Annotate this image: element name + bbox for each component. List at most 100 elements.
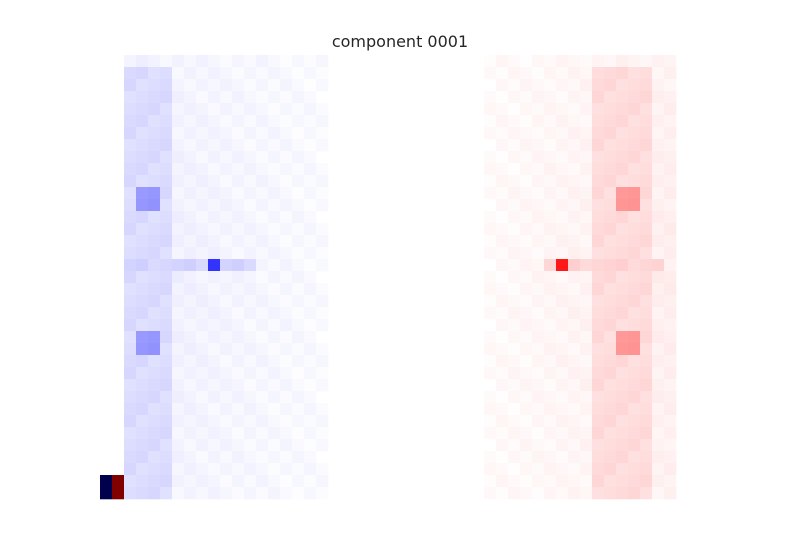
heatmap-cell	[160, 415, 173, 428]
heatmap-cell	[580, 247, 593, 260]
heatmap-cell	[640, 331, 653, 344]
heatmap-cell	[592, 403, 605, 416]
heatmap-cell	[184, 295, 197, 308]
heatmap-cell	[484, 463, 497, 476]
heatmap-cell	[244, 367, 257, 380]
heatmap-cell	[484, 331, 497, 344]
heatmap-cell	[256, 271, 269, 284]
heatmap-cell	[304, 355, 317, 368]
heatmap-cell	[580, 307, 593, 320]
heatmap-cell	[592, 115, 605, 128]
heatmap-cell	[160, 103, 173, 116]
heatmap-cell	[496, 451, 509, 464]
heatmap-cell	[232, 319, 245, 332]
heatmap-cell	[628, 67, 641, 80]
heatmap-cell	[220, 247, 233, 260]
heatmap-cell	[220, 295, 233, 308]
heatmap-cell	[316, 415, 329, 428]
heatmap-cell	[652, 211, 665, 224]
heatmap-cell	[508, 463, 521, 476]
heatmap-cell	[664, 67, 677, 80]
heatmap-cell	[148, 67, 161, 80]
heatmap-cell	[604, 235, 617, 248]
heatmap-cell	[616, 139, 629, 152]
heatmap-cell	[172, 247, 185, 260]
heatmap-cell	[496, 199, 509, 212]
heatmap-cell	[184, 79, 197, 92]
heatmap-cell	[496, 139, 509, 152]
heatmap-cell	[556, 355, 569, 368]
heatmap-cell	[544, 271, 557, 284]
heatmap-cell	[136, 247, 149, 260]
heatmap-cell	[232, 139, 245, 152]
heatmap-cell	[568, 223, 581, 236]
heatmap-cell	[292, 91, 305, 104]
heatmap-cell	[496, 463, 509, 476]
heatmap-cell	[280, 283, 293, 296]
heatmap-cell	[148, 79, 161, 92]
heatmap-cell	[568, 115, 581, 128]
heatmap-cell	[124, 487, 137, 500]
heatmap-cell	[616, 175, 629, 188]
heatmap-cell	[592, 103, 605, 116]
heatmap-cell	[220, 187, 233, 200]
heatmap-cell	[316, 163, 329, 176]
heatmap-cell	[556, 271, 569, 284]
heatmap-cell	[544, 367, 557, 380]
heatmap-cell	[520, 427, 533, 440]
heatmap-cell	[196, 103, 209, 116]
heatmap-cell	[316, 55, 329, 68]
heatmap-cell	[280, 115, 293, 128]
heatmap-cell	[484, 175, 497, 188]
heatmap-cell	[160, 367, 173, 380]
heatmap-cell	[280, 355, 293, 368]
heatmap-cell	[628, 367, 641, 380]
heatmap-cell	[280, 271, 293, 284]
heatmap-cell	[292, 331, 305, 344]
heatmap-cell	[592, 91, 605, 104]
heatmap-cell	[172, 163, 185, 176]
heatmap-cell	[160, 139, 173, 152]
heatmap-cell	[616, 223, 629, 236]
heatmap-cell	[640, 163, 653, 176]
heatmap-cell	[124, 271, 137, 284]
heatmap-cell	[292, 127, 305, 140]
heatmap-cell	[292, 175, 305, 188]
heatmap-cell	[544, 487, 557, 500]
heatmap-cell	[160, 451, 173, 464]
heatmap-cell	[280, 259, 293, 272]
heatmap-cell	[184, 187, 197, 200]
heatmap-cell	[592, 379, 605, 392]
heatmap-cell	[280, 199, 293, 212]
heatmap-cell	[652, 355, 665, 368]
heatmap-cell	[304, 79, 317, 92]
heatmap-cell	[232, 163, 245, 176]
heatmap-cell	[148, 415, 161, 428]
heatmap-cell	[628, 199, 641, 212]
heatmap-cell	[256, 439, 269, 452]
heatmap-cell	[268, 211, 281, 224]
heatmap-cell	[256, 199, 269, 212]
heatmap-cell	[520, 271, 533, 284]
heatmap-cell	[244, 163, 257, 176]
heatmap-cell	[664, 211, 677, 224]
heatmap-cell	[148, 475, 161, 488]
heatmap-cell	[160, 463, 173, 476]
heatmap-cell	[196, 79, 209, 92]
heatmap-cell	[160, 403, 173, 416]
heatmap-cell	[640, 319, 653, 332]
heatmap-cell	[592, 199, 605, 212]
heatmap-cell	[232, 463, 245, 476]
heatmap-cell	[124, 391, 137, 404]
heatmap-cell	[136, 355, 149, 368]
heatmap-cell	[124, 259, 137, 272]
heatmap-cell	[124, 355, 137, 368]
heatmap-cell	[664, 175, 677, 188]
heatmap-cell	[124, 115, 137, 128]
heatmap-cell	[508, 103, 521, 116]
heatmap-cell	[244, 415, 257, 428]
heatmap-cell	[220, 331, 233, 344]
heatmap-cell	[580, 367, 593, 380]
heatmap-cell	[556, 451, 569, 464]
heatmap-cell	[568, 403, 581, 416]
